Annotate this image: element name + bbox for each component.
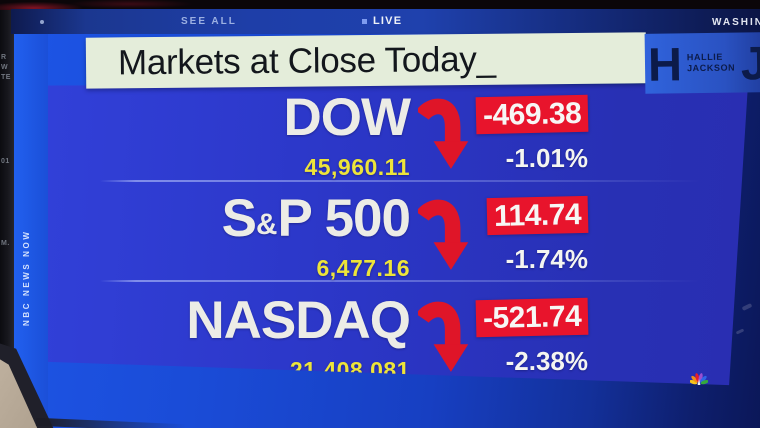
bezel-text-fragment: R [1, 54, 7, 61]
screen-top-bezel [0, 0, 760, 11]
index-name-text: S [221, 189, 257, 248]
index-column: DOW 45,960.11 [48, 88, 411, 181]
screen-reflection [741, 303, 753, 311]
percent-change: -1.74% [505, 244, 588, 274]
anchor-name: HALLIE JACKSON [687, 51, 739, 74]
market-row-nasdaq: NASDAQ 21,408.081 -521.74 -2.38% [48, 291, 589, 385]
ticker-header-bar: SEE ALL LIVE WASHINGTON [11, 9, 760, 34]
change-column: 114.74 -1.74% [480, 195, 589, 275]
index-name: NASDAQ [186, 291, 411, 356]
index-name-text: DOW [283, 88, 411, 147]
anchor-logo-h: H [647, 36, 683, 91]
anchor-first-name: HALLIE [686, 51, 724, 63]
index-name-text: NASDAQ [186, 291, 411, 350]
percent-change: -2.38% [505, 346, 588, 376]
live-dot-icon [362, 18, 367, 24]
nbc-peacock-icon [690, 373, 708, 385]
percent-change: -1.01% [505, 143, 588, 173]
down-arrow-icon [415, 92, 470, 185]
live-indicator: LIVE [362, 15, 402, 27]
bezel-text-fragment: W [1, 64, 9, 71]
index-column: S&P 500 6,477.16 [48, 189, 411, 282]
change-badge: 114.74 [486, 195, 589, 236]
change-column: -469.38 -1.01% [475, 94, 589, 174]
header-dot-icon [40, 20, 44, 24]
location-label: WASHINGTON [712, 17, 760, 28]
row-divider [100, 180, 700, 182]
down-arrow-icon [415, 295, 470, 385]
anchor-logo-body: H HALLIE JACKSON J [644, 32, 760, 94]
graphic-title: Markets at Close Today_ [117, 39, 496, 82]
anchor-last-name: JACKSON [686, 62, 736, 74]
row-divider [100, 280, 700, 282]
index-name-amp: & [256, 208, 278, 241]
see-all-label: SEE ALL [181, 16, 237, 27]
broadcast-screen: NBC NEWS NOW DOW 45,960.11 -469.38 [14, 32, 760, 428]
market-row-dow: DOW 45,960.11 -469.38 -1.01% [48, 88, 589, 185]
bezel-text-fragment: 01 [1, 158, 10, 165]
network-watermark: NBC NEWS NOW [22, 229, 31, 326]
bezel-text-fragment: M. [1, 240, 10, 247]
left-bezel: R W TE 01 M. [0, 10, 14, 428]
anchor-logo: H HALLIE JACKSON J [644, 32, 760, 94]
index-price: 45,960.11 [304, 154, 410, 180]
change-badge: -521.74 [475, 297, 589, 338]
markets-panel: DOW 45,960.11 -469.38 -1.01% S&P 500 [48, 84, 748, 386]
index-name: DOW [283, 88, 411, 153]
index-name-text: P 500 [277, 189, 411, 248]
change-badge: -469.38 [475, 94, 589, 135]
anchor-logo-j: J [740, 35, 760, 89]
market-row-sp500: S&P 500 6,477.16 114.74 -1.74% [48, 189, 589, 286]
live-label: LIVE [373, 15, 403, 27]
bezel-text-fragment: TE [1, 74, 11, 81]
change-column: -521.74 -2.38% [475, 297, 589, 377]
screen-reflection [735, 328, 745, 335]
index-column: NASDAQ 21,408.081 [48, 291, 411, 384]
index-price: 21,408.081 [289, 357, 410, 383]
index-price: 6,477.16 [316, 255, 410, 281]
index-name: S&P 500 [221, 189, 411, 254]
down-arrow-icon [415, 193, 470, 286]
graphic-title-bar: Markets at Close Today_ [85, 32, 647, 89]
